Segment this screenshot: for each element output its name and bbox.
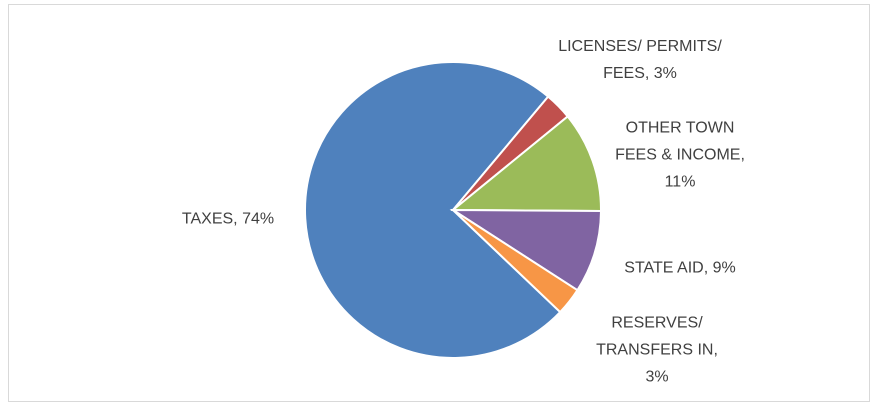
data-label: TAXES, 74% bbox=[181, 210, 275, 228]
data-label: RESERVES/ TRANSFERS IN, 3% bbox=[596, 314, 718, 386]
data-label: STATE AID, 9% bbox=[624, 259, 736, 277]
pie-slice bbox=[452, 209, 579, 314]
pie-slice bbox=[450, 115, 602, 213]
pie-slice bbox=[304, 61, 562, 359]
data-label: LICENSES/ PERMITS/ FEES, 3% bbox=[558, 38, 722, 82]
data-label: OTHER TOWN FEES & INCOME, 11% bbox=[615, 119, 745, 191]
chart-frame bbox=[8, 4, 870, 402]
pie-slice bbox=[449, 208, 603, 292]
